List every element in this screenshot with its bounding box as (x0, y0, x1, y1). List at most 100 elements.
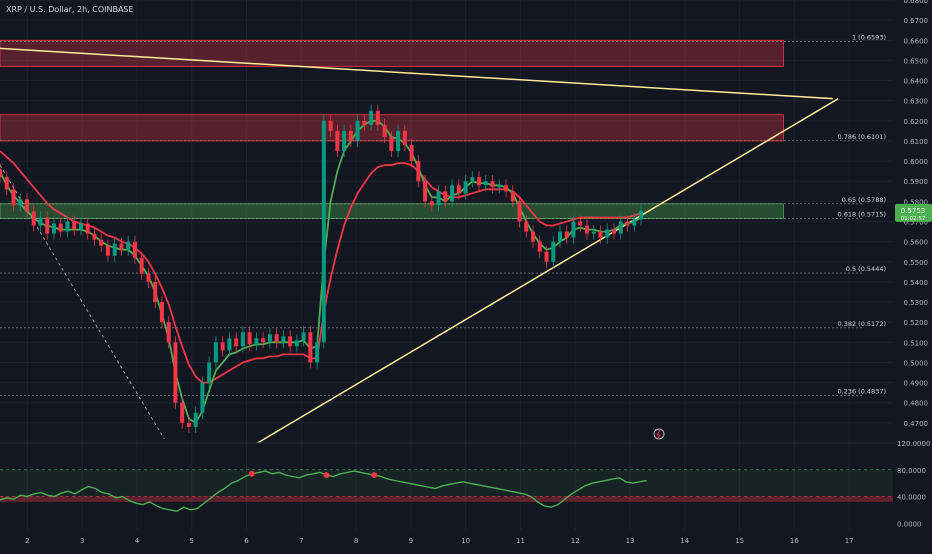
candle-body (328, 120, 333, 131)
candle-body (112, 243, 117, 256)
candle-body (450, 185, 455, 202)
chart-title: XRP / U.S. Dollar, 2h, COINBASE (6, 5, 134, 14)
osc-tick-label: 120.0000 (897, 440, 930, 448)
candle-body (301, 332, 306, 341)
current-price-tag (895, 203, 932, 222)
candle-body (65, 221, 70, 232)
price-axis: 0.6800 0.6700 0.6600 0.6500 0.6400 0.6300 0.62… (895, 0, 932, 428)
candle-body (315, 342, 320, 363)
candle-body (240, 332, 245, 347)
candle-body (389, 136, 394, 152)
osc-tick-label: 40.0000 (897, 494, 926, 502)
candle-body (254, 338, 259, 345)
candle-body (423, 181, 428, 202)
zones (0, 39, 784, 219)
price-tick-label: 0.5700 (904, 219, 929, 227)
price-tick-label: 0.5400 (904, 279, 929, 287)
candle-body (396, 130, 401, 152)
time-tick-label: 16 (790, 537, 799, 545)
price-tick-label: 0.5000 (904, 359, 929, 367)
candle-body (58, 223, 63, 232)
candle-body (558, 231, 563, 242)
candle-body (132, 241, 137, 258)
lightning-bolt-icon (656, 429, 661, 440)
candle-body (632, 219, 637, 226)
osc-oversold-zone (0, 496, 893, 502)
time-tick-label: 11 (516, 537, 525, 545)
osc-band (0, 469, 893, 497)
current-price-label: 0.5753 (901, 207, 926, 215)
candle-body (105, 245, 110, 256)
candle-body (490, 181, 495, 188)
candle-body (51, 223, 56, 234)
candle-body (11, 189, 16, 206)
time-tick-label: 17 (845, 537, 854, 545)
candle-body (173, 342, 178, 403)
time-tick-label: 6 (244, 537, 249, 545)
candle-body (463, 181, 468, 194)
candle-body (186, 422, 191, 427)
candle-body (402, 130, 407, 145)
trendline (0, 47, 833, 100)
fib-label: 0.65 (0.5788) (842, 196, 886, 204)
candle-body (247, 332, 252, 345)
candle-body (638, 210, 643, 220)
candle-body (618, 221, 623, 234)
candle-body (369, 110, 374, 125)
candle-body (571, 221, 576, 238)
candle-body (477, 177, 482, 186)
price-tick-label: 0.5200 (904, 319, 929, 327)
candle-body (470, 177, 475, 182)
candle-body (24, 199, 29, 212)
price-tick-label: 0.6500 (904, 57, 929, 65)
candle-body (92, 233, 97, 240)
price-tick-label: 0.6800 (904, 0, 929, 5)
candle-body (585, 225, 590, 234)
candle-body (348, 130, 353, 141)
candle-body (517, 201, 522, 222)
price-tick-label: 0.6700 (904, 17, 929, 25)
candle-body (78, 223, 83, 230)
fib-label: 0.236 (0.4837) (838, 387, 887, 395)
osc-line (0, 470, 647, 513)
candle-body (416, 161, 421, 182)
fib-label: 1 (0.6593) (852, 34, 886, 42)
candle-body (510, 191, 515, 202)
candle-body (274, 334, 279, 343)
time-tick-label: 9 (409, 537, 413, 545)
price-tick-label: 0.5500 (904, 259, 929, 267)
candle-body (153, 281, 158, 303)
candle-body (261, 338, 266, 343)
candle-body (85, 223, 90, 234)
candle-body (308, 332, 313, 363)
price-tick-label: 0.6300 (904, 98, 929, 106)
candle-body (524, 221, 529, 232)
candle-body (443, 191, 448, 202)
price-tick-label: 0.4800 (904, 400, 929, 408)
candle-body (267, 334, 272, 343)
candle-body (362, 120, 367, 125)
candle-body (497, 185, 502, 188)
candle-body (200, 382, 205, 413)
candle-body (409, 144, 414, 162)
candle-body (159, 302, 164, 323)
price-tick-label: 0.5900 (904, 178, 929, 186)
misc (653, 428, 665, 440)
candle-body (321, 120, 326, 343)
candle-body (99, 239, 104, 246)
price-tick-label: 0.6600 (904, 37, 929, 45)
candle-body (146, 273, 151, 282)
candle-body (4, 177, 9, 190)
candle-body (544, 251, 549, 262)
candle-body (375, 110, 380, 125)
lightning-icon (653, 428, 665, 440)
fib-label: 0.5 (0.5444) (846, 265, 886, 273)
candle-body (591, 231, 596, 234)
candles (0, 104, 643, 433)
oscillator-pane: 120.0000 80.0000 40.0000 0.0000 (0, 440, 932, 528)
price-tick-label: 0.6400 (904, 78, 929, 86)
candle-body (18, 199, 23, 206)
osc-signal-point (323, 472, 330, 479)
fib-label: 0.382 (0.5172) (838, 320, 887, 328)
